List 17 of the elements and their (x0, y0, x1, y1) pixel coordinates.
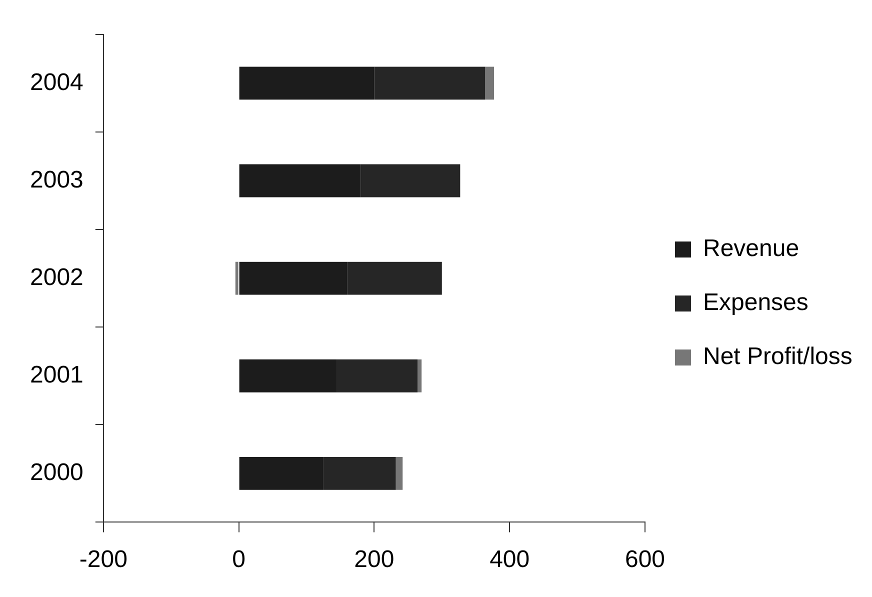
bar (485, 66, 494, 100)
bar (396, 456, 403, 490)
x-tick-label: 0 (232, 546, 246, 574)
legend-label: Revenue (703, 235, 800, 262)
bar (235, 262, 238, 295)
x-tick-label: 600 (624, 546, 666, 574)
y-tick-label: 2002 (30, 264, 84, 291)
x-tick-label: 400 (490, 546, 530, 574)
bar (418, 359, 422, 392)
y-tick-label: 2000 (30, 459, 84, 486)
y-tick-label: 2001 (30, 361, 84, 388)
legend-label: Expenses (703, 289, 808, 316)
x-tick-label: -200 (79, 546, 128, 574)
legend-label: Net Profit/loss (703, 343, 852, 370)
x-tick-label: 200 (354, 546, 394, 574)
y-tick-label: 2003 (30, 166, 84, 194)
y-tick-label: 2004 (30, 68, 84, 96)
